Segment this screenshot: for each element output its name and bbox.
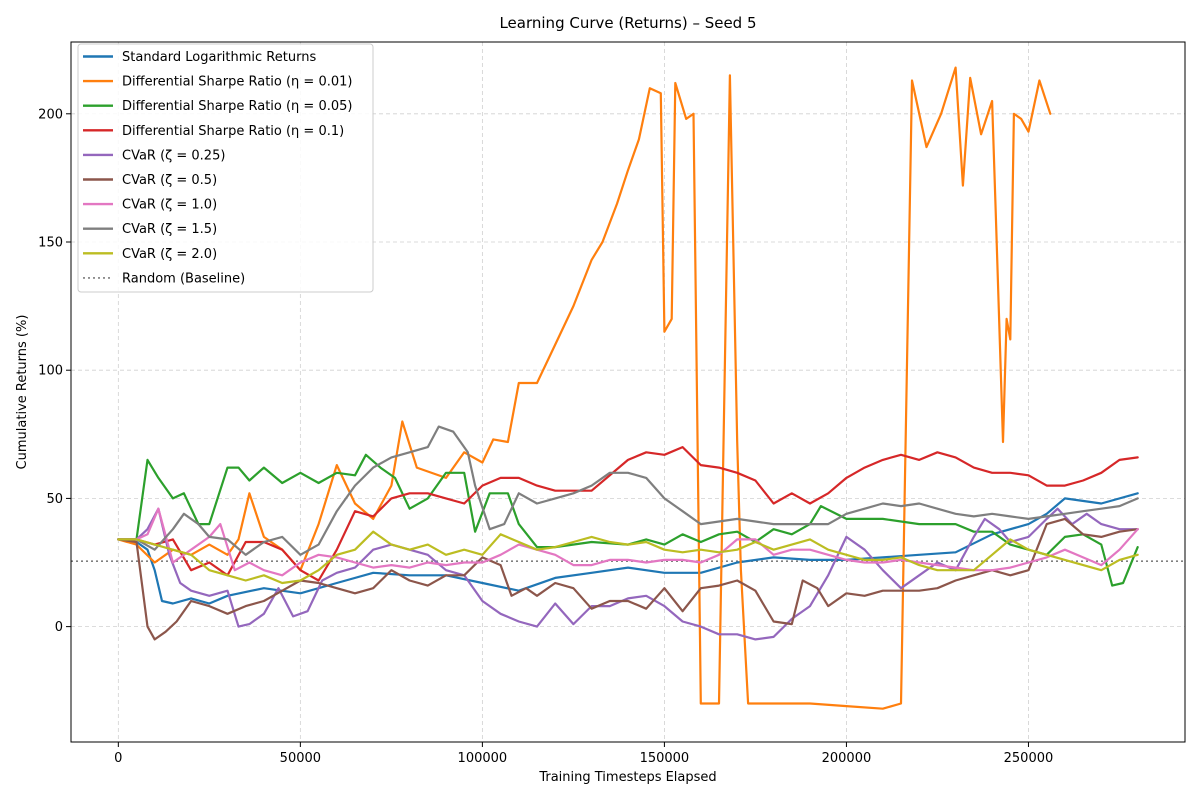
x-tick-label: 200000 (822, 751, 872, 766)
legend-label: Differential Sharpe Ratio (η = 0.01) (122, 75, 352, 90)
y-ticks: 0 50 100 150 200 (38, 107, 71, 635)
legend-box (77, 43, 374, 293)
legend-label: CVaR (ζ = 2.0) (122, 247, 217, 262)
y-tick-label: 50 (46, 492, 63, 507)
series-line-8 (117, 425, 1139, 556)
x-axis-label: Training Timesteps Elapsed (538, 770, 716, 785)
legend-label: CVaR (ζ = 1.5) (122, 222, 217, 237)
x-tick-label: 100000 (458, 751, 508, 766)
series-line-9 (117, 530, 1139, 585)
series-layer (117, 66, 1139, 710)
legend-label: CVaR (ζ = 0.5) (122, 173, 217, 188)
legend: Standard Logarithmic Returns Differential… (77, 43, 374, 293)
series-line-6 (117, 517, 1139, 641)
y-axis-label: Cumulative Returns (%) (15, 315, 30, 470)
y-tick-label: 0 (55, 620, 63, 635)
series-line-4 (117, 446, 1139, 582)
x-ticks: 0 50000 100000 150000 200000 250000 (114, 742, 1053, 766)
series-line-3 (117, 453, 1139, 587)
plot-frame (70, 41, 1186, 743)
legend-label: CVaR (ζ = 0.25) (122, 148, 225, 163)
series-line-2 (117, 66, 1052, 710)
y-tick-label: 100 (38, 364, 63, 379)
chart-title: Learning Curve (Returns) – Seed 5 (499, 14, 756, 32)
x-tick-label: 0 (114, 751, 122, 766)
legend-label: CVaR (ζ = 1.0) (122, 198, 217, 213)
y-tick-label: 200 (38, 107, 63, 122)
legend-label: Differential Sharpe Ratio (η = 0.1) (122, 124, 344, 139)
series-line-1 (117, 492, 1139, 605)
series-line-7 (117, 507, 1139, 577)
legend-label: Standard Logarithmic Returns (122, 50, 316, 65)
x-tick-label: 250000 (1004, 751, 1054, 766)
x-tick-label: 50000 (280, 751, 321, 766)
series-line-5 (117, 507, 1139, 641)
legend-label: Random (Baseline) (122, 271, 245, 286)
x-tick-label: 150000 (640, 751, 690, 766)
y-tick-label: 150 (38, 236, 63, 251)
legend-label: Differential Sharpe Ratio (η = 0.05) (122, 99, 352, 114)
